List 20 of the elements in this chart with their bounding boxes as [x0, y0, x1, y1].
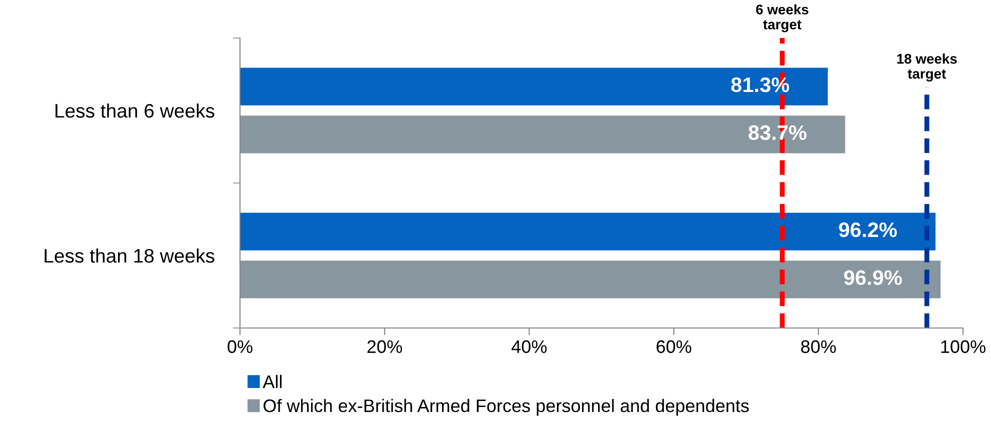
data-label: 96.2%: [839, 222, 897, 238]
y-tick-label: Less than 6 weeks: [56, 103, 214, 118]
legend-label: All: [262, 374, 282, 388]
y-tick-label: Less than 18 weeks: [44, 248, 214, 263]
x-tick-label: 0%: [228, 340, 252, 354]
x-tick-label: 60%: [656, 340, 692, 354]
bar: [240, 116, 846, 154]
ref-line-label: 18 weeks target: [897, 54, 957, 82]
bar: [240, 260, 941, 298]
data-label: 81.3%: [731, 77, 790, 92]
legend-label: Of which ex-British Armed Forces personnel and dependents: [264, 398, 749, 416]
x-tick-label: 40%: [512, 340, 547, 354]
bar: [240, 212, 936, 250]
data-label: 83.7%: [748, 125, 806, 140]
x-tick-label: 20%: [367, 340, 402, 354]
ref-line-label: 6 weeks target: [756, 4, 808, 32]
x-tick-label: 100%: [941, 340, 986, 354]
bar: [240, 68, 828, 106]
x-tick-label: 80%: [801, 340, 836, 354]
data-label: 96.9%: [844, 270, 902, 286]
